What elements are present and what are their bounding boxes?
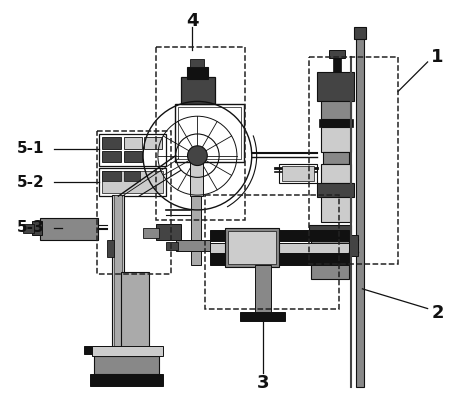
Bar — [122, 272, 149, 349]
Bar — [181, 77, 215, 104]
Bar — [321, 101, 351, 119]
Bar — [191, 196, 201, 265]
Bar — [348, 235, 359, 256]
Bar — [225, 228, 280, 267]
Bar — [190, 59, 204, 67]
Bar — [175, 104, 244, 162]
Bar — [124, 151, 142, 162]
Bar — [280, 164, 317, 183]
Bar — [98, 134, 166, 166]
Bar — [210, 253, 348, 265]
Bar — [321, 164, 351, 183]
Text: 2: 2 — [431, 304, 444, 323]
Bar — [40, 218, 97, 240]
Bar — [323, 152, 348, 164]
Bar — [187, 67, 208, 79]
Bar — [176, 240, 210, 252]
Bar — [329, 50, 345, 58]
Bar — [97, 131, 171, 274]
Bar — [354, 27, 366, 39]
Bar — [156, 224, 181, 240]
Bar — [357, 32, 365, 387]
Bar — [91, 346, 163, 356]
Text: 4: 4 — [186, 11, 199, 29]
Bar — [282, 166, 314, 181]
Text: 5-2: 5-2 — [17, 175, 44, 190]
Bar — [32, 221, 43, 235]
Bar — [112, 195, 124, 348]
Bar — [309, 57, 398, 264]
Bar — [144, 137, 162, 149]
Text: 5-3: 5-3 — [17, 220, 44, 235]
Bar — [109, 348, 144, 356]
Bar — [210, 230, 348, 241]
Bar — [115, 195, 122, 348]
Bar — [102, 171, 122, 181]
Bar — [311, 240, 348, 279]
Bar — [166, 243, 178, 250]
Bar — [124, 137, 142, 149]
Bar — [156, 47, 245, 220]
Bar — [228, 231, 276, 264]
Bar — [84, 346, 128, 354]
Bar — [333, 57, 340, 72]
Bar — [317, 72, 354, 101]
Bar — [109, 354, 124, 359]
Text: 3: 3 — [256, 373, 269, 391]
Bar — [107, 240, 115, 257]
Bar — [94, 356, 159, 374]
Bar — [23, 224, 34, 233]
Bar — [321, 127, 351, 152]
Bar — [102, 151, 122, 162]
Circle shape — [188, 146, 207, 166]
Bar — [90, 374, 163, 386]
Bar — [317, 183, 354, 197]
Text: 1: 1 — [431, 48, 444, 66]
Bar — [309, 225, 351, 240]
Bar — [143, 228, 159, 238]
Bar — [255, 265, 271, 312]
Bar — [240, 312, 286, 321]
Bar — [102, 171, 163, 193]
Bar — [189, 162, 203, 196]
Bar — [205, 195, 339, 308]
Bar — [98, 169, 166, 196]
Bar — [210, 243, 348, 253]
Bar — [124, 171, 140, 181]
Text: 5-1: 5-1 — [17, 141, 44, 156]
Bar — [178, 107, 241, 159]
Bar — [319, 119, 353, 127]
Bar — [321, 197, 351, 222]
Bar — [102, 137, 122, 149]
